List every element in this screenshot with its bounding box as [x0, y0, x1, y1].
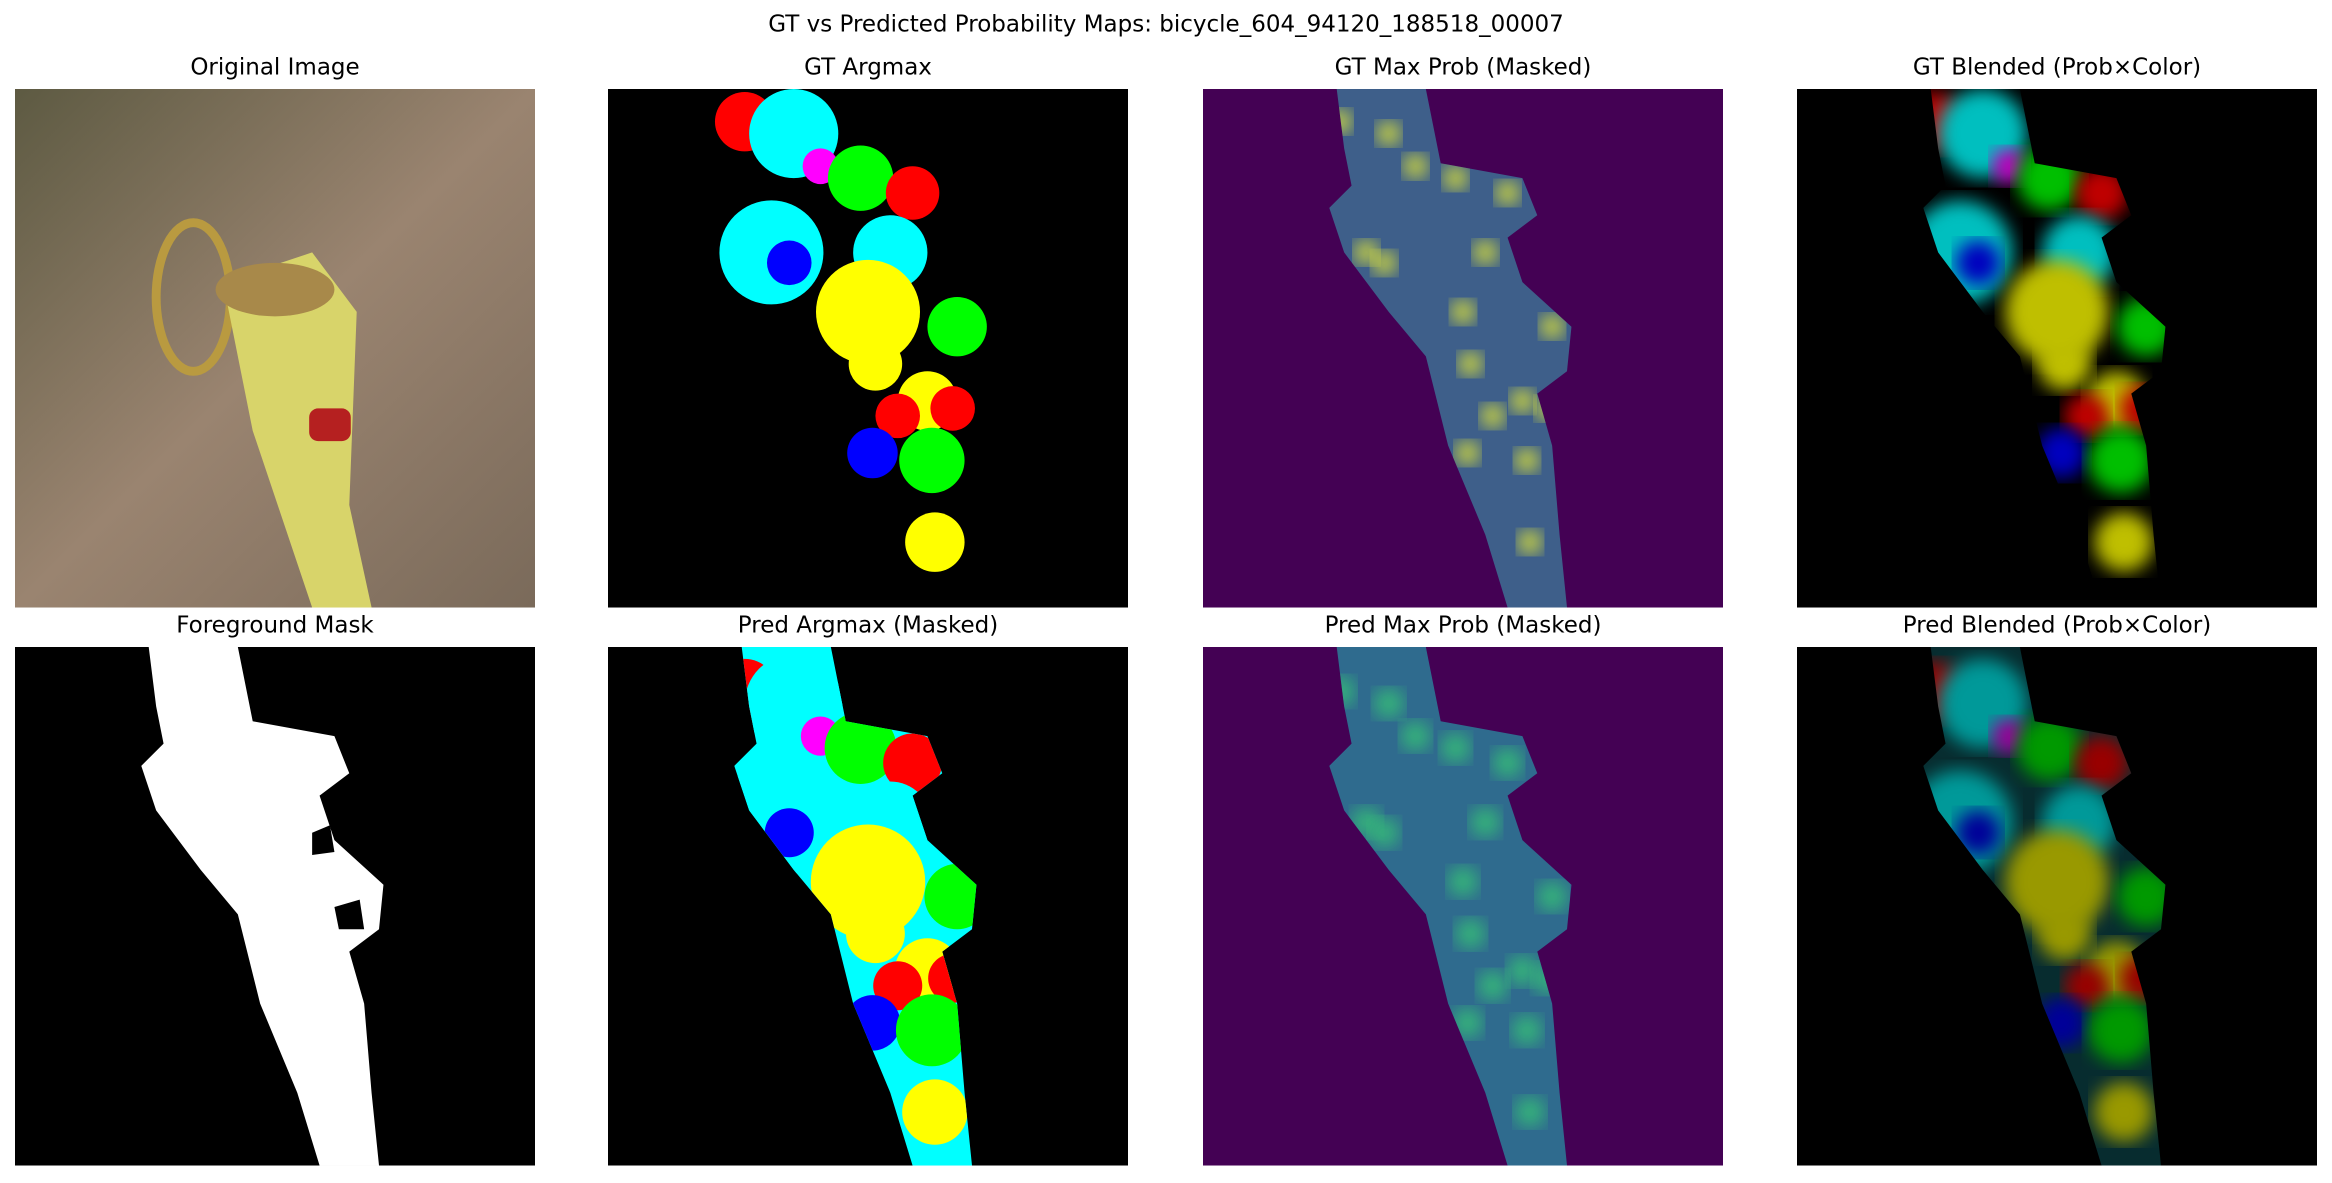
figure-title: GT vs Predicted Probability Maps: bicycl…	[768, 12, 1564, 38]
panel-title: GT Max Prob (Masked)	[1335, 55, 1592, 81]
image	[1797, 647, 2317, 1166]
panel-title: Pred Argmax (Masked)	[738, 613, 998, 639]
image	[1797, 89, 2317, 608]
panel-title: Original Image	[190, 55, 359, 81]
panel-title: Pred Max Prob (Masked)	[1325, 613, 1602, 639]
panel-title: GT Argmax	[804, 55, 932, 81]
image	[1203, 89, 1723, 608]
panel-title: Pred Blended (Prob×Color)	[1903, 613, 2211, 639]
image	[15, 89, 535, 608]
image	[608, 647, 1128, 1166]
image	[1203, 647, 1723, 1166]
image	[15, 647, 535, 1166]
panel-title: GT Blended (Prob×Color)	[1913, 55, 2201, 81]
image	[608, 89, 1128, 608]
panel-title: Foreground Mask	[176, 613, 374, 639]
